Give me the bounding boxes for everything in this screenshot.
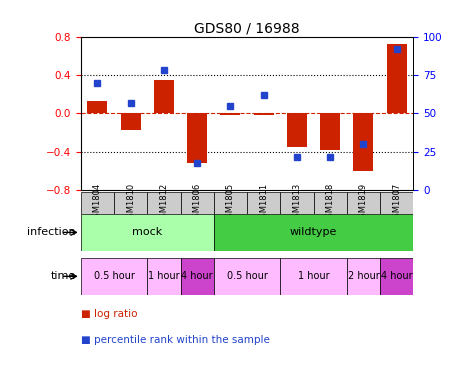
Text: ■ percentile rank within the sample: ■ percentile rank within the sample <box>81 335 270 345</box>
Bar <box>87 101 107 113</box>
Text: GSM1806: GSM1806 <box>193 183 201 223</box>
Text: GSM1812: GSM1812 <box>160 183 168 223</box>
Text: 4 hour: 4 hour <box>181 271 213 281</box>
Text: 1 hour: 1 hour <box>298 271 329 281</box>
Text: GSM1813: GSM1813 <box>293 183 301 223</box>
Bar <box>154 80 174 113</box>
Text: 4 hour: 4 hour <box>381 271 412 281</box>
Bar <box>81 258 147 295</box>
Text: GSM1811: GSM1811 <box>259 183 268 223</box>
Bar <box>220 113 240 115</box>
Text: GSM1819: GSM1819 <box>359 183 368 223</box>
Bar <box>280 192 314 214</box>
Text: 1 hour: 1 hour <box>148 271 180 281</box>
Text: GSM1810: GSM1810 <box>126 183 135 223</box>
Bar <box>214 258 280 295</box>
Text: wildtype: wildtype <box>290 227 337 238</box>
Bar <box>147 192 180 214</box>
Bar <box>380 192 413 214</box>
Bar <box>254 113 274 115</box>
Text: 0.5 hour: 0.5 hour <box>227 271 267 281</box>
Bar <box>280 258 347 295</box>
Bar <box>387 44 407 113</box>
Text: ■ log ratio: ■ log ratio <box>81 309 137 319</box>
Bar <box>180 192 214 214</box>
Bar <box>180 258 214 295</box>
Text: 0.5 hour: 0.5 hour <box>94 271 134 281</box>
Text: 2 hour: 2 hour <box>348 271 379 281</box>
Bar <box>314 192 347 214</box>
Bar <box>187 113 207 163</box>
Bar <box>214 214 413 251</box>
Text: GSM1818: GSM1818 <box>326 183 334 223</box>
Bar <box>347 258 380 295</box>
Bar <box>320 113 340 150</box>
Text: time: time <box>51 271 76 281</box>
Bar <box>114 192 147 214</box>
Text: GSM1807: GSM1807 <box>392 183 401 223</box>
Text: GSM1805: GSM1805 <box>226 183 235 223</box>
Text: infection: infection <box>28 227 76 238</box>
Bar <box>214 192 247 214</box>
Bar <box>247 192 280 214</box>
Bar <box>287 113 307 147</box>
Bar <box>353 113 373 171</box>
Bar <box>380 258 413 295</box>
Title: GDS80 / 16988: GDS80 / 16988 <box>194 22 300 36</box>
Bar <box>81 214 214 251</box>
Text: GSM1804: GSM1804 <box>93 183 102 223</box>
Bar <box>147 258 180 295</box>
Bar <box>347 192 380 214</box>
Bar <box>81 192 114 214</box>
Bar <box>121 113 141 130</box>
Text: mock: mock <box>132 227 162 238</box>
